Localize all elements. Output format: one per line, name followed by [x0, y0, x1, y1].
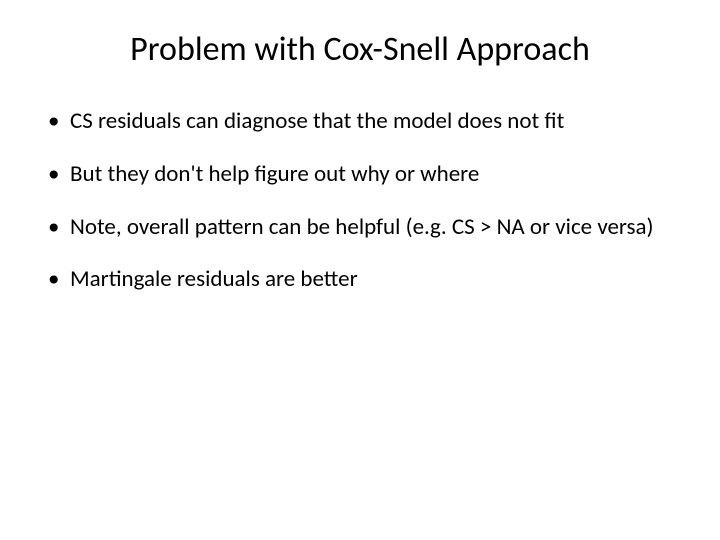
slide-container: Problem with Cox-Snell Approach CS resid…	[0, 0, 720, 540]
bullet-item: CS residuals can diagnose that the model…	[48, 107, 680, 136]
slide-title: Problem with Cox-Snell Approach	[40, 30, 680, 69]
bullet-item: But they don't help figure out why or wh…	[48, 160, 680, 189]
bullet-item: Martingale residuals are better	[48, 265, 680, 294]
bullet-list: CS residuals can diagnose that the model…	[40, 107, 680, 294]
bullet-item: Note, overall pattern can be helpful (e.…	[48, 213, 680, 242]
